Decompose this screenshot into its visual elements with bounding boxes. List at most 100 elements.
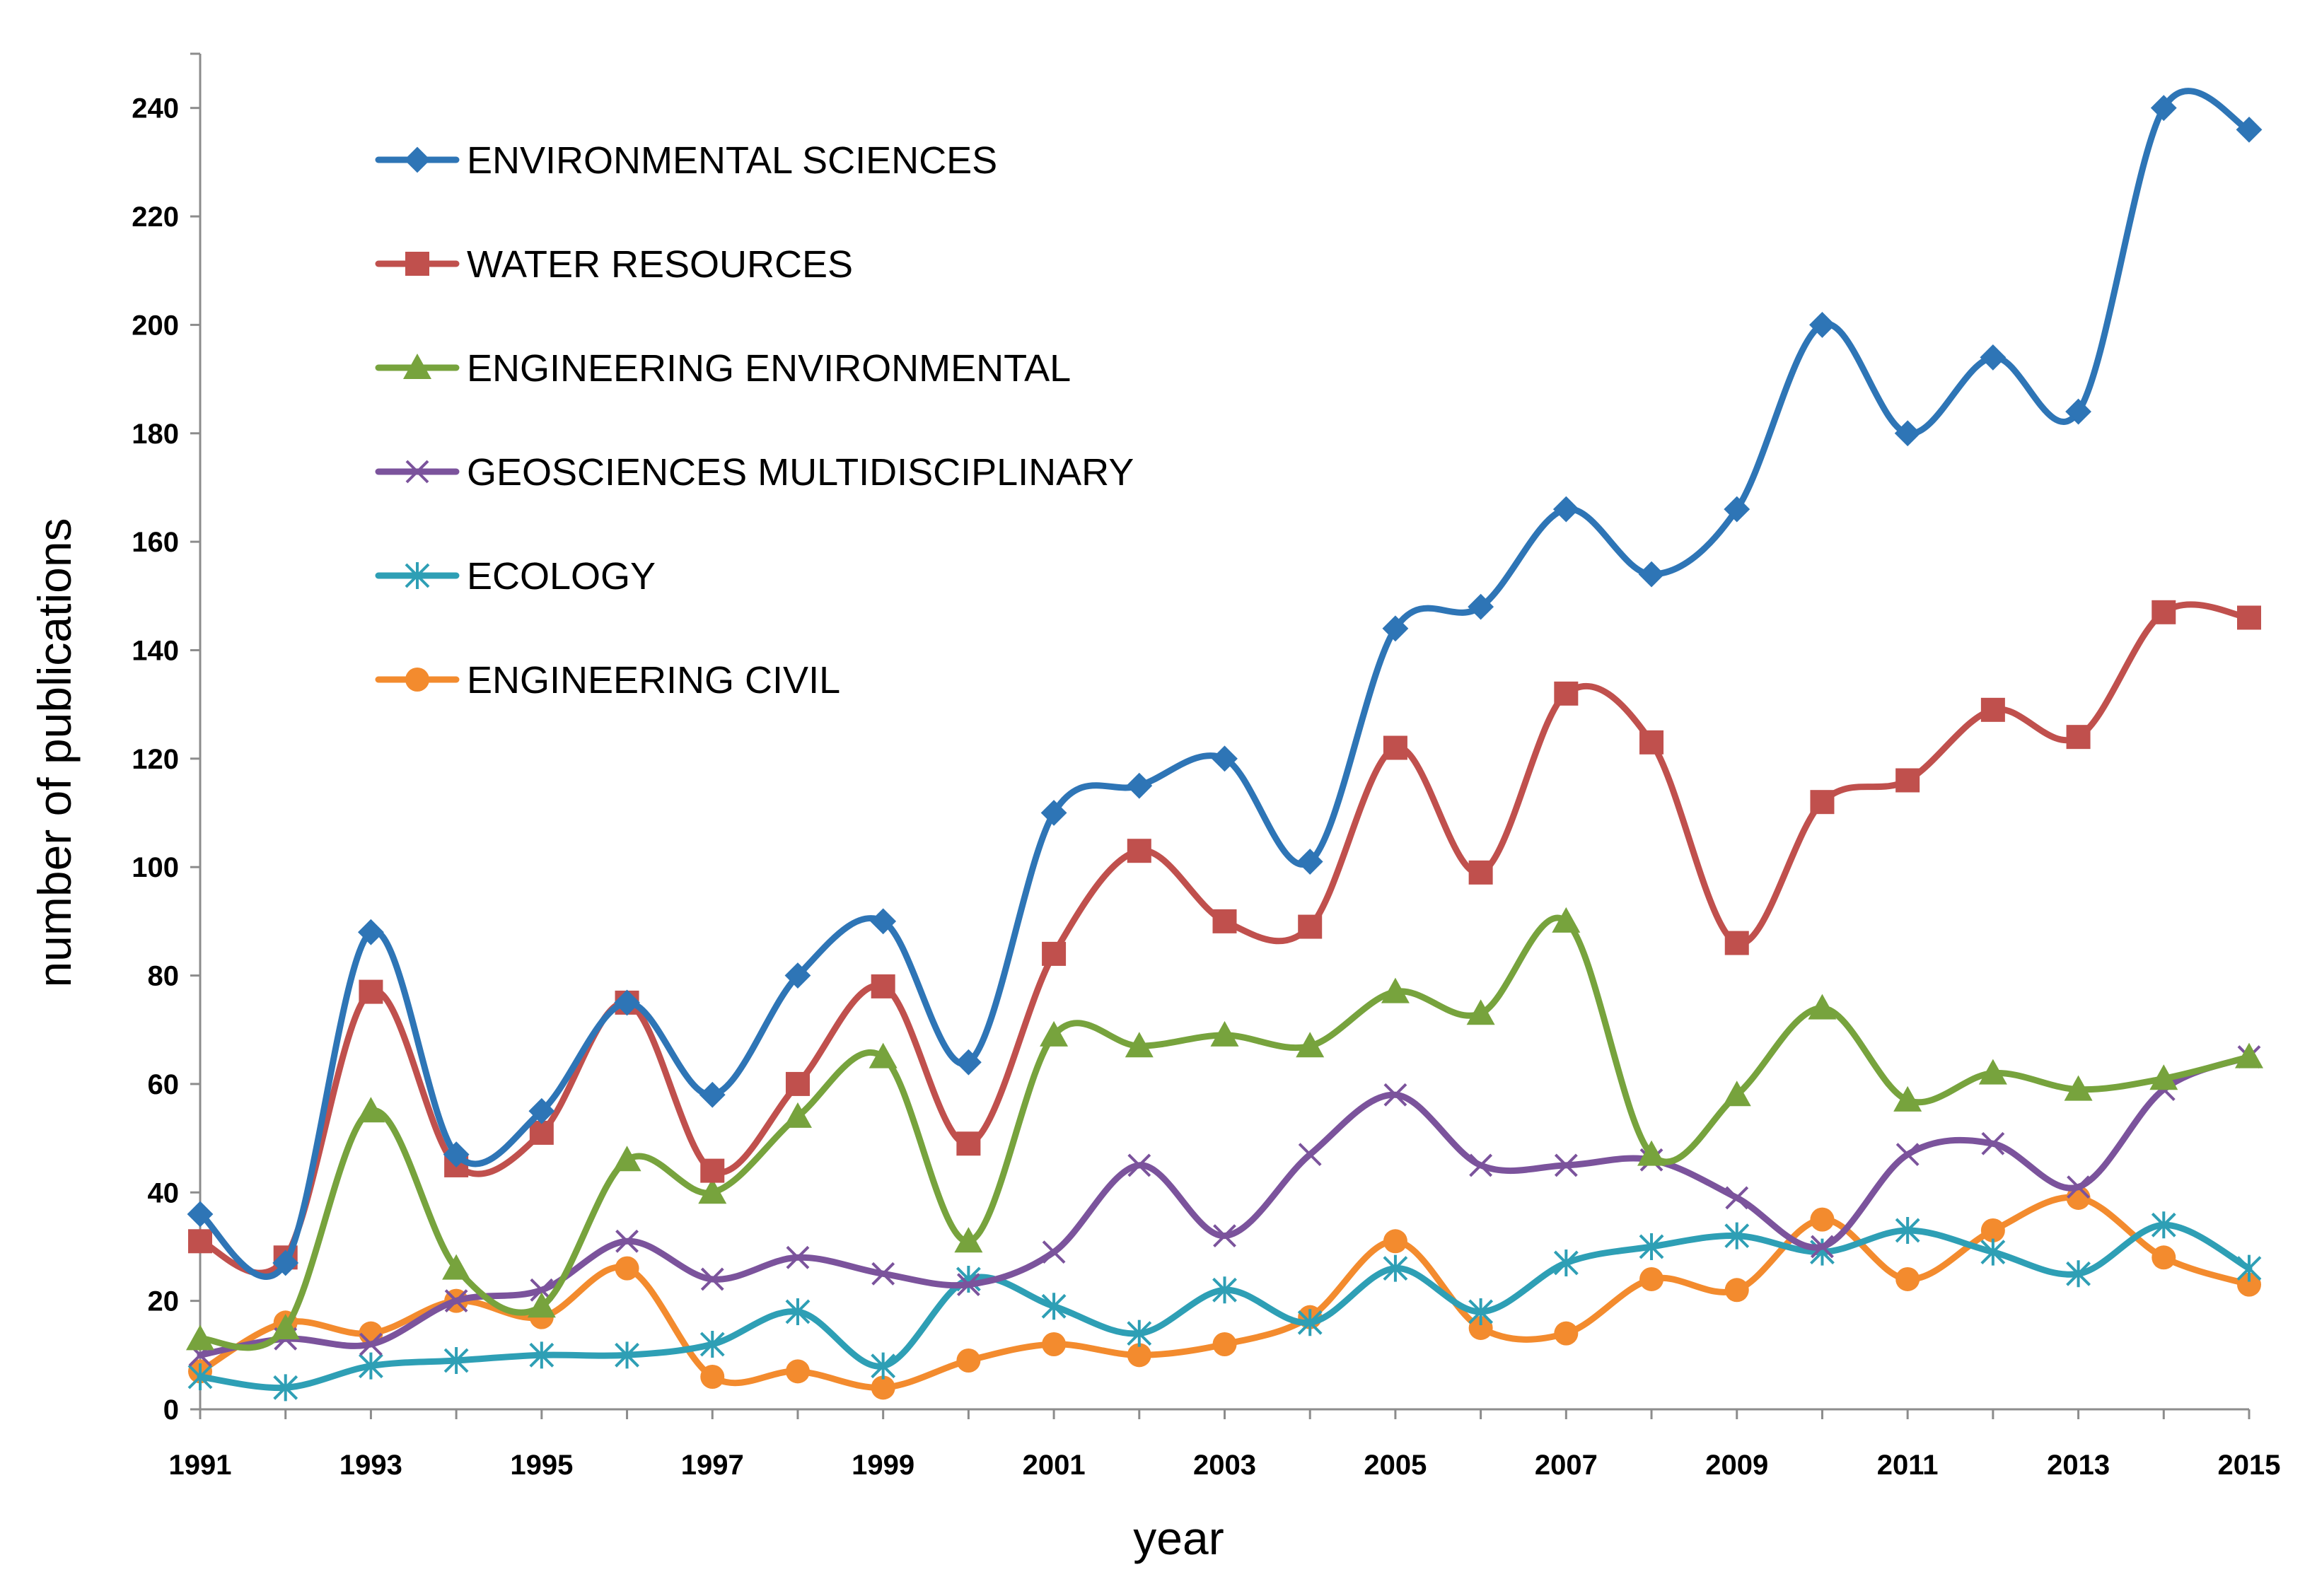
data-point-engineering-civil — [1554, 1321, 1579, 1346]
data-point-water-resources — [1810, 790, 1835, 815]
legend-label: ENGINEERING ENVIRONMENTAL — [467, 347, 1071, 390]
legend-item-environmental-sciences: ENVIRONMENTAL SCIENCES — [375, 139, 997, 182]
data-point-engineering-environmental — [1978, 1059, 2007, 1085]
data-point-engineering-civil — [615, 1256, 639, 1281]
data-point-environmental-sciences — [1296, 849, 1323, 875]
legend-label: ENGINEERING CIVIL — [467, 659, 840, 701]
data-point-geosciences-multidisciplinary — [1469, 1153, 1493, 1177]
data-point-environmental-sciences — [1126, 772, 1153, 799]
data-point-geosciences-multidisciplinary — [1554, 1153, 1578, 1177]
legend: ENVIRONMENTAL SCIENCES WATER RESOURCES ENG… — [375, 139, 1134, 701]
data-point-geosciences-multidisciplinary — [956, 1273, 980, 1297]
data-point-ecology — [1553, 1249, 1579, 1276]
data-point-geosciences-multidisciplinary — [359, 1332, 383, 1356]
x-tick-label: 2009 — [1705, 1450, 1768, 1481]
data-point-engineering-environmental — [1808, 994, 1837, 1020]
data-point-ecology — [699, 1330, 725, 1358]
data-point-water-resources — [785, 1071, 810, 1096]
data-point-engineering-environmental — [1210, 1020, 1239, 1047]
data-point-engineering-environmental — [954, 1227, 983, 1253]
data-point-geosciences-multidisciplinary — [700, 1267, 724, 1291]
data-point-engineering-environmental — [527, 1292, 556, 1318]
data-point-ecology — [1980, 1238, 2006, 1266]
data-point-ecology — [273, 1374, 298, 1402]
y-tick-label: 100 — [132, 852, 179, 883]
data-point-water-resources — [1042, 941, 1067, 966]
data-point-ecology — [1127, 1320, 1152, 1347]
data-point-engineering-civil — [700, 1364, 725, 1389]
y-tick-label: 220 — [132, 202, 179, 233]
data-point-ecology — [1724, 1222, 1750, 1250]
data-point-engineering-environmental — [1893, 1085, 1922, 1112]
data-point-geosciences-multidisciplinary — [1298, 1143, 1322, 1167]
legend-marker — [405, 252, 429, 276]
data-point-ecology — [529, 1341, 554, 1369]
data-point-geosciences-multidisciplinary — [1895, 1143, 1920, 1167]
data-point-geosciences-multidisciplinary — [871, 1262, 895, 1286]
series-environmental-sciences — [187, 88, 2263, 1280]
data-point-engineering-civil — [1127, 1343, 1151, 1368]
x-tick-label: 2005 — [1364, 1450, 1427, 1481]
data-point-engineering-environmental — [783, 1102, 812, 1128]
data-point-environmental-sciences — [187, 1201, 214, 1228]
data-point-water-resources — [529, 1120, 554, 1145]
data-point-ecology — [1468, 1298, 1494, 1325]
data-point-engineering-environmental — [612, 1146, 641, 1172]
data-point-ecology — [1383, 1254, 1408, 1282]
data-point-engineering-civil — [871, 1375, 895, 1400]
data-point-geosciences-multidisciplinary — [1127, 1153, 1151, 1177]
data-point-engineering-environmental — [1125, 1032, 1154, 1058]
legend-marker — [404, 146, 431, 173]
series-line-engineering-environmental — [197, 914, 2253, 1351]
data-point-engineering-civil — [1468, 1315, 1493, 1340]
legend-label: ENVIRONMENTAL SCIENCES — [467, 139, 997, 182]
data-point-geosciences-multidisciplinary — [1383, 1083, 1407, 1107]
data-point-geosciences-multidisciplinary — [615, 1229, 639, 1253]
data-point-ecology — [1041, 1293, 1067, 1320]
x-tick-label: 1999 — [852, 1450, 914, 1481]
y-tick-label: 180 — [132, 419, 179, 450]
data-point-engineering-civil — [1042, 1332, 1067, 1356]
data-point-engineering-environmental — [442, 1254, 471, 1280]
data-point-engineering-environmental — [271, 1313, 300, 1339]
x-tick-label: 2011 — [1877, 1450, 1939, 1481]
legend-item-ecology: ECOLOGY — [375, 555, 656, 598]
legend-item-engineering-environmental: ENGINEERING ENVIRONMENTAL — [375, 347, 1071, 390]
data-point-water-resources — [1298, 914, 1323, 939]
data-point-engineering-environmental — [1466, 999, 1495, 1025]
legend-label: GEOSCIENCES MULTIDISCIPLINARY — [467, 451, 1134, 494]
data-point-ecology — [785, 1298, 811, 1325]
data-point-ecology — [2236, 1254, 2262, 1282]
data-point-water-resources — [1127, 839, 1151, 863]
x-tick-label: 1991 — [169, 1450, 232, 1481]
series-ecology — [187, 1211, 2262, 1402]
axes: 0 20 40 60 80 100 120 140 160 180 200 220 240 1991 199… — [132, 52, 2280, 1481]
data-point-geosciences-multidisciplinary — [2067, 1175, 2090, 1199]
data-point-environmental-sciences — [1382, 615, 1409, 642]
data-point-ecology — [2066, 1260, 2091, 1288]
series-line-ecology — [197, 1221, 2253, 1392]
data-point-ecology — [2151, 1211, 2176, 1239]
data-point-water-resources — [2066, 725, 2091, 750]
series-geosciences-multidisciplinary — [188, 1045, 2261, 1367]
data-point-water-resources — [359, 979, 383, 1004]
x-axis-title: year — [1133, 1512, 1224, 1564]
legend-marker — [405, 562, 430, 589]
data-point-water-resources — [188, 1229, 212, 1254]
data-point-environmental-sciences — [2236, 116, 2263, 143]
x-tick-label: 1997 — [681, 1450, 744, 1481]
x-tick-label: 1995 — [510, 1450, 573, 1481]
legend-item-water-resources: WATER RESOURCES — [375, 243, 853, 286]
y-tick-label: 0 — [163, 1394, 179, 1426]
data-point-environmental-sciences — [1980, 344, 2007, 371]
data-point-geosciences-multidisciplinary — [1725, 1186, 1749, 1210]
data-point-engineering-civil — [2237, 1272, 2261, 1297]
data-point-environmental-sciences — [1724, 496, 1750, 523]
data-point-environmental-sciences — [955, 1049, 982, 1076]
data-point-water-resources — [871, 974, 895, 998]
data-point-environmental-sciences — [1212, 745, 1238, 772]
data-point-engineering-environmental — [2235, 1042, 2263, 1068]
legend-marker — [403, 354, 431, 379]
data-point-environmental-sciences — [358, 919, 384, 945]
